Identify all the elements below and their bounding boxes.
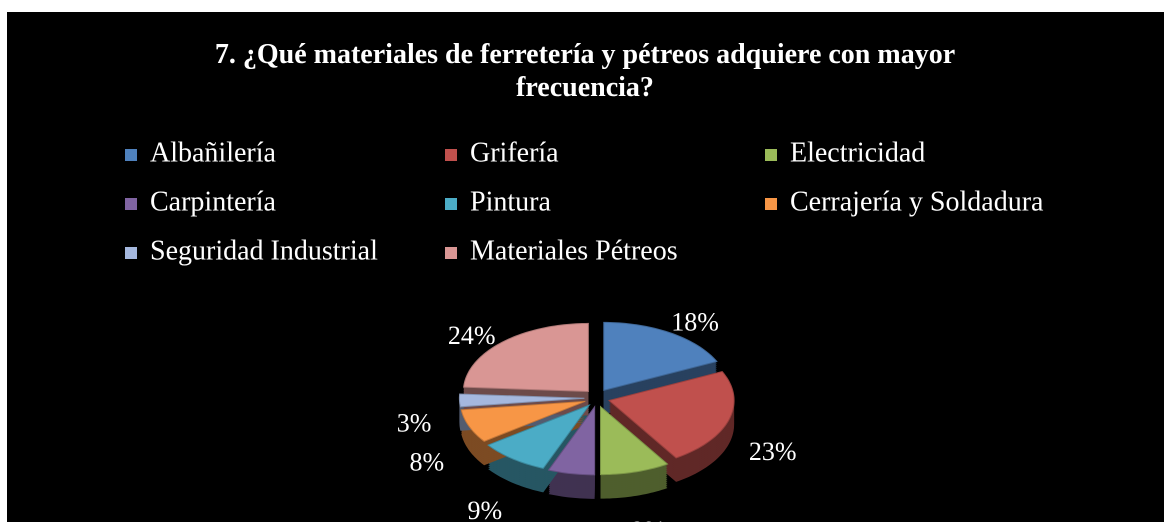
- legend-swatch: [125, 198, 137, 210]
- legend-label: Carpintería: [150, 186, 277, 217]
- title-line: 7. ¿Qué materiales de ferretería y pétre…: [215, 39, 955, 70]
- legend-label: Materiales Pétreos: [470, 235, 678, 266]
- slice: [460, 400, 586, 442]
- legend-swatch: [445, 149, 457, 161]
- data-label: 23%: [749, 437, 797, 466]
- legend-swatch: [125, 247, 137, 259]
- legend-swatch: [445, 198, 457, 210]
- title-line: frecuencia?: [516, 72, 654, 103]
- slice: [458, 393, 585, 408]
- data-label: 9%: [467, 496, 502, 522]
- legend-label: Grifería: [470, 137, 559, 168]
- slice: [600, 405, 669, 476]
- legend-swatch: [765, 198, 777, 210]
- legend-swatch: [445, 247, 457, 259]
- legend-label: Electricidad: [790, 137, 925, 168]
- data-label: 24%: [448, 321, 496, 350]
- data-label: 18%: [671, 307, 719, 336]
- slice: [463, 322, 589, 392]
- slice: [487, 404, 591, 469]
- pie: [458, 321, 735, 499]
- slice: [547, 405, 596, 476]
- slice: [603, 321, 718, 392]
- slice: [608, 370, 735, 459]
- legend-swatch: [125, 149, 137, 161]
- chart-title: 7. ¿Qué materiales de ferretería y pétre…: [215, 39, 955, 103]
- data-label: 6%: [545, 518, 580, 522]
- legend-label: Seguridad Industrial: [150, 235, 378, 266]
- legend-label: Albañilería: [150, 137, 277, 168]
- legend-swatch: [765, 149, 777, 161]
- legend-label: Pintura: [470, 186, 551, 217]
- data-label: 9%: [631, 516, 666, 522]
- legend-label: Cerrajería y Soldadura: [790, 186, 1044, 217]
- data-label: 3%: [397, 409, 432, 438]
- data-label: 8%: [410, 447, 445, 476]
